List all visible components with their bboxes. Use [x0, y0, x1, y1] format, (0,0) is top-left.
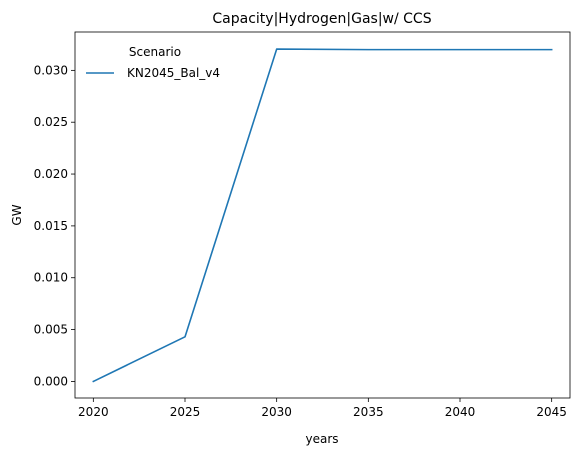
x-tick-label: 2035 [353, 405, 384, 419]
y-tick-label: 0.020 [34, 167, 68, 181]
y-tick-label: 0.015 [34, 219, 68, 233]
x-tick-label: 2030 [261, 405, 292, 419]
series-line-0 [92, 48, 553, 383]
x-tick-label: 2045 [536, 405, 567, 419]
y-tick-label: 0.030 [34, 63, 68, 77]
y-axis-title: GW [10, 204, 24, 225]
x-tick-label: 2025 [170, 405, 201, 419]
legend-entry-label: KN2045_Bal_v4 [127, 66, 220, 80]
plot-frame [74, 31, 571, 399]
chart-title: Capacity|Hydrogen|Gas|w/ CCS [212, 11, 431, 27]
y-tick-label: 0.005 [34, 323, 68, 337]
y-axis: 0.000 0.005 0.010 0.015 0.020 0.025 0.030 [34, 63, 75, 388]
x-tick-label: 2040 [445, 405, 476, 419]
y-tick-label: 0.000 [34, 374, 68, 388]
plot-area [92, 48, 553, 383]
legend: Scenario KN2045_Bal_v4 [86, 45, 220, 80]
legend-title: Scenario [129, 45, 181, 59]
x-axis: 2020 2025 2030 2035 2040 2045 [78, 398, 567, 419]
y-tick-label: 0.025 [34, 115, 68, 129]
x-axis-title: years [305, 432, 338, 446]
y-tick-label: 0.010 [34, 271, 68, 285]
x-tick-label: 2020 [78, 405, 109, 419]
